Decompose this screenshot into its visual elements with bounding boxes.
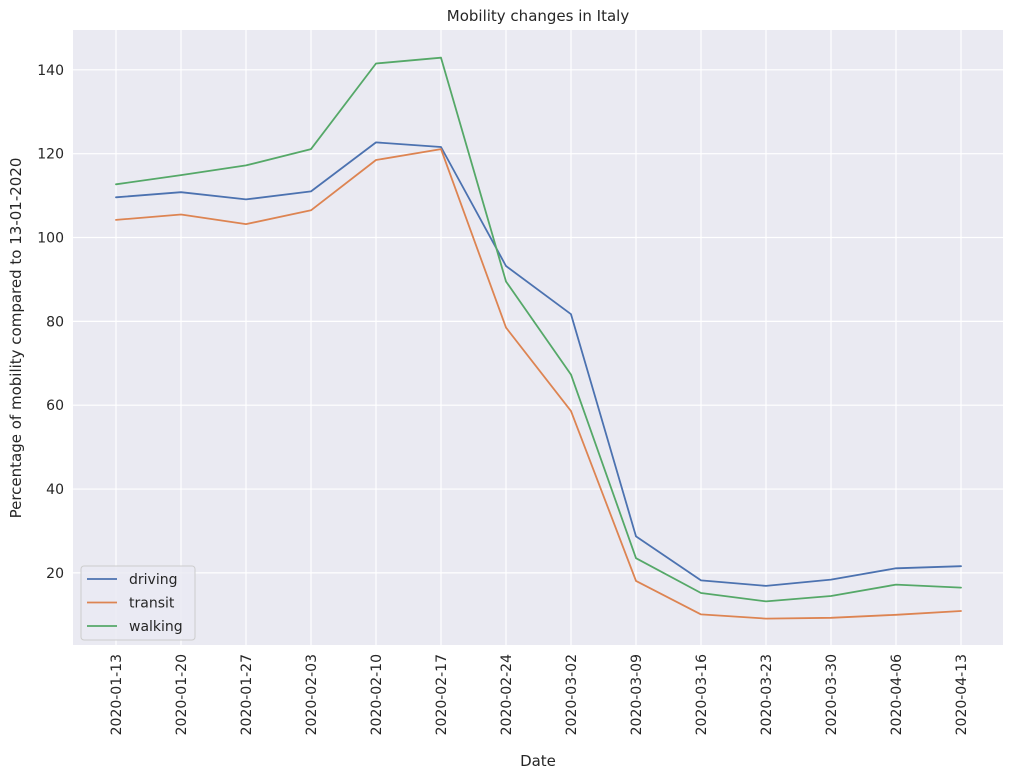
- y-tick-label: 120: [37, 147, 64, 163]
- legend-box: [80, 565, 196, 641]
- x-tick-label: 2020-04-06: [889, 654, 905, 735]
- legend-label-walking: walking: [129, 619, 183, 635]
- legend: driving transit walking: [80, 565, 196, 641]
- x-tick-labels: 2020-01-13 2020-01-20 2020-01-27 2020-02-03…: [109, 654, 970, 735]
- y-tick-labels: 20 40 60 80 100 120 140: [37, 63, 64, 582]
- y-tick-label: 60: [46, 398, 64, 414]
- series-line-transit: [115, 148, 962, 620]
- x-tick-label: 2020-03-30: [824, 654, 840, 735]
- x-tick-label: 2020-02-24: [499, 654, 515, 735]
- y-tick-label: 100: [37, 231, 64, 247]
- x-tick-label: 2020-02-17: [434, 654, 450, 735]
- x-tick-label: 2020-03-23: [759, 654, 775, 735]
- x-tick-label: 2020-03-02: [564, 654, 580, 735]
- x-tick-label: 2020-02-10: [369, 654, 385, 735]
- chart-title: Mobility changes in Italy: [447, 7, 630, 25]
- y-axis-label: Percentage of mobility compared to 13-01…: [7, 158, 25, 519]
- x-tick-label: 2020-02-03: [304, 654, 320, 735]
- x-tick-label: 2020-03-16: [694, 654, 710, 735]
- x-axis-label: Date: [520, 752, 556, 770]
- x-tick-label: 2020-03-09: [629, 654, 645, 735]
- x-tick-label: 2020-01-13: [109, 654, 125, 735]
- y-tick-label: 140: [37, 63, 64, 79]
- series-lines: [115, 56, 962, 620]
- plot-area: [73, 30, 1003, 645]
- series-line-driving: [115, 141, 962, 587]
- y-tick-label: 20: [46, 566, 64, 582]
- x-tick-label: 2020-04-13: [954, 654, 970, 735]
- x-tick-label: 2020-01-20: [174, 654, 190, 735]
- y-tick-label: 40: [46, 482, 64, 498]
- legend-label-transit: transit: [129, 596, 175, 612]
- y-tick-label: 80: [46, 314, 64, 330]
- gridlines: [73, 30, 1003, 645]
- legend-label-driving: driving: [129, 572, 177, 588]
- x-tick-label: 2020-01-27: [239, 654, 255, 735]
- series-line-walking: [115, 56, 962, 603]
